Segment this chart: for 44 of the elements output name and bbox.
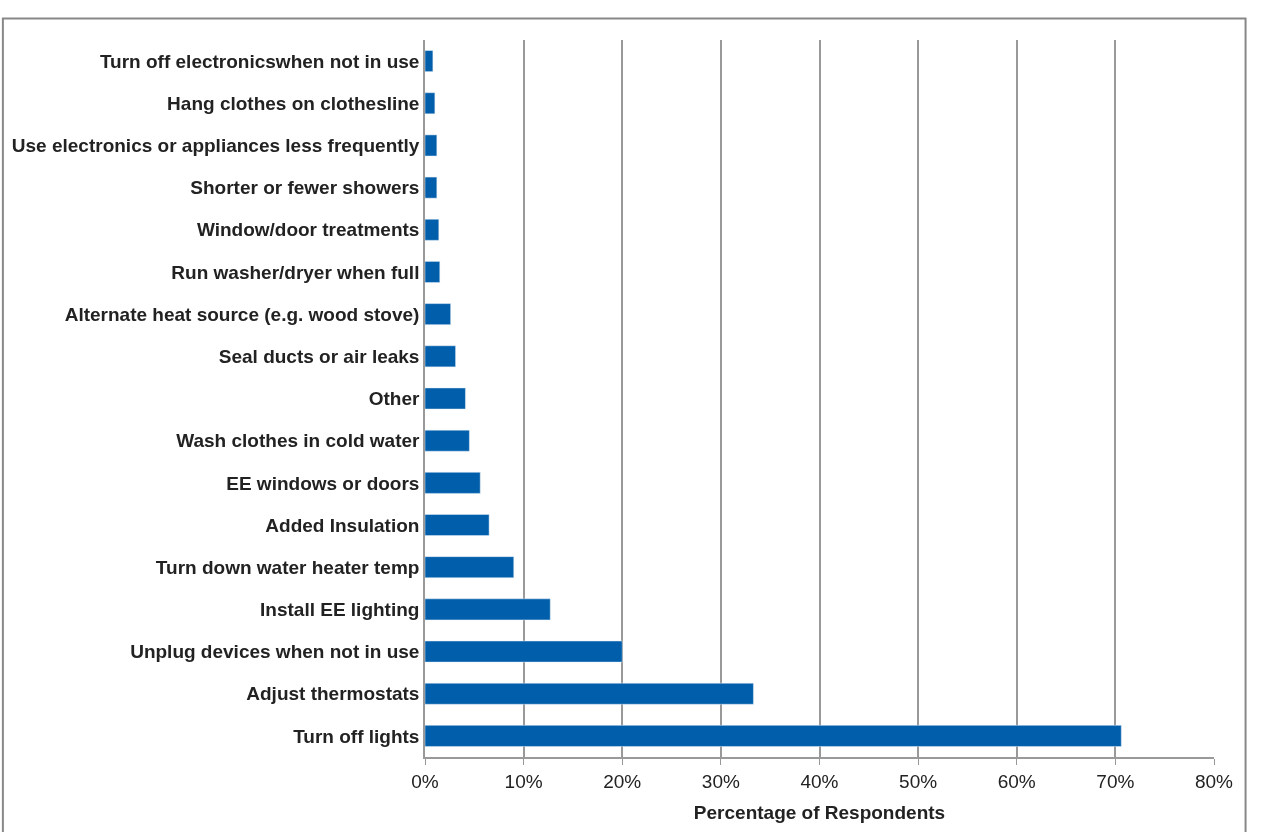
bar (425, 387, 466, 410)
bar (425, 92, 436, 115)
x-tick-label: 40% (800, 770, 839, 792)
y-tick-label: Run washer/dryer when full (171, 261, 420, 283)
bar (425, 429, 470, 452)
x-tick-label: 10% (504, 770, 543, 792)
x-tick-label: 30% (701, 770, 740, 792)
bar (425, 514, 490, 536)
y-tick-label: Install EE lighting (260, 599, 420, 621)
bar (425, 725, 1122, 747)
y-tick-label: Adjust thermostats (246, 683, 420, 705)
y-tick-label: Hang clothes on clothesline (167, 92, 420, 114)
y-tick-label: Seal ducts or air leaks (218, 345, 420, 367)
y-tick-label: Other (368, 388, 421, 410)
bar (425, 598, 551, 621)
bar (425, 556, 515, 578)
x-tick-label: 80% (1194, 770, 1234, 792)
bar (425, 345, 456, 368)
bar (425, 472, 481, 494)
bar (425, 176, 438, 199)
x-axis-title: Percentage of Respondents (693, 801, 946, 823)
x-tick-label: 70% (1096, 770, 1135, 792)
bar (425, 50, 434, 72)
bar (425, 134, 438, 157)
y-tick-label: Use electronics or appliances less frequently (11, 135, 420, 157)
bar (425, 219, 440, 241)
y-tick-label: Unplug devices when not in use (130, 641, 420, 663)
y-tick-label: Turn off lights (293, 725, 420, 747)
y-tick-label: Wash clothes in cold water (176, 430, 421, 452)
bar (425, 640, 623, 663)
y-tick-label: Window/door treatments (196, 219, 420, 241)
x-tick-label: 60% (997, 770, 1036, 792)
y-tick-label: Turn down water heater temp (155, 556, 420, 578)
y-tick-label: Alternate heat source (e.g. wood stove) (64, 303, 420, 325)
bar (425, 303, 451, 325)
y-tick-label: Added Insulation (265, 514, 420, 536)
bar (425, 261, 441, 283)
bar (425, 682, 754, 705)
x-tick-label: 20% (603, 770, 642, 792)
x-tick-label: 0% (411, 770, 439, 792)
x-tick-label: 50% (899, 770, 938, 792)
y-tick-label: Shorter or fewer showers (190, 177, 420, 199)
y-tick-label: EE windows or doors (226, 472, 420, 494)
y-tick-label: Turn off electronicswhen not in use (99, 50, 420, 72)
